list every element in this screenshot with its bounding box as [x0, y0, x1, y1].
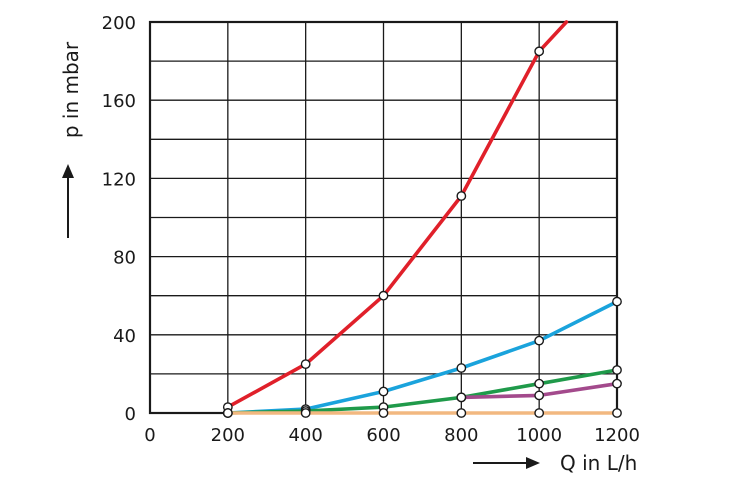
data-markers: [222, 46, 622, 418]
data-point-series-5: [222, 408, 233, 418]
series-line-1: [226, 20, 569, 409]
y-tick-label: 160: [102, 91, 136, 112]
x-tick-label: 600: [366, 425, 400, 446]
y-tick-label: 120: [102, 169, 136, 190]
y-tick-label: 80: [113, 248, 136, 269]
data-point-series-2: [456, 363, 467, 373]
y-tick-label: 200: [102, 13, 136, 34]
y-axis-title-group: p in mbar: [59, 41, 83, 238]
data-point-series-4: [612, 378, 622, 389]
data-point-series-3: [534, 378, 545, 389]
grid: [148, 20, 619, 415]
series-line-2: [226, 299, 619, 415]
data-point-series-3: [612, 365, 622, 375]
x-axis-arrow-head: [526, 457, 540, 469]
y-axis-title: p in mbar: [59, 41, 83, 138]
x-tick-label: 400: [288, 425, 322, 446]
data-point-series-1: [378, 290, 389, 301]
x-tick-label: 0: [144, 425, 155, 446]
data-point-series-5: [300, 408, 311, 418]
data-point-series-1: [300, 359, 311, 370]
data-point-series-2: [378, 386, 389, 397]
data-point-series-1: [534, 46, 545, 57]
x-axis-title-group: Q in L/h: [473, 451, 637, 475]
data-point-series-5: [456, 408, 467, 418]
data-point-series-5: [378, 408, 389, 418]
y-axis-arrow-head: [62, 164, 74, 178]
data-point-series-2: [612, 296, 622, 307]
data-point-series-4: [456, 392, 467, 403]
x-tick-label: 800: [444, 425, 478, 446]
x-axis-title: Q in L/h: [560, 451, 637, 475]
data-point-series-1: [456, 191, 467, 201]
data-point-series-5: [534, 408, 545, 418]
x-tick-label: 1200: [594, 425, 640, 446]
data-point-series-4: [534, 390, 545, 401]
tick-labels: 0 200 400 600 800 1000 1200 0 40 80 120 160 200: [102, 13, 640, 446]
data-point-series-5: [612, 408, 622, 418]
x-tick-label: 1000: [516, 425, 562, 446]
data-point-series-2: [534, 335, 545, 346]
y-tick-label: 40: [113, 326, 136, 347]
x-tick-label: 200: [211, 425, 245, 446]
y-tick-label: 0: [125, 404, 136, 425]
